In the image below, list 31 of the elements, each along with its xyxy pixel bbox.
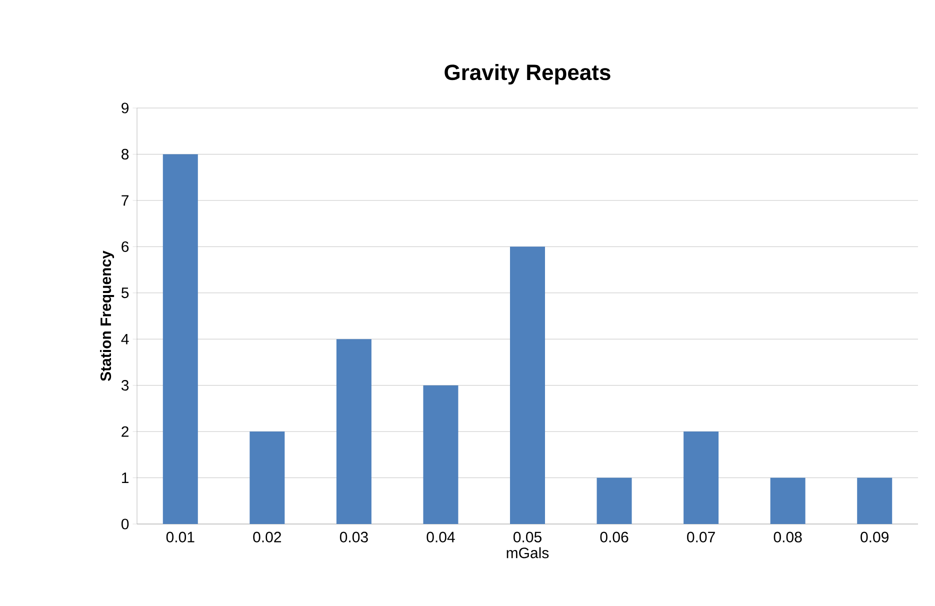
y-tick-label: 4 bbox=[121, 334, 129, 344]
y-tick-label: 6 bbox=[122, 241, 129, 252]
y-tick-label: 2 bbox=[122, 426, 128, 437]
chart-title: Gravity Repeats bbox=[444, 64, 610, 85]
y-axis-title: Station Frequency bbox=[100, 250, 114, 381]
x-tick-label: 0.01 bbox=[166, 532, 194, 542]
bar bbox=[684, 432, 719, 524]
bar bbox=[250, 432, 285, 524]
x-tick-label: 0.09 bbox=[860, 532, 888, 542]
y-tick-label: 0 bbox=[121, 518, 129, 530]
x-tick-label: 0.03 bbox=[340, 532, 368, 542]
x-tick-label: 0.07 bbox=[687, 532, 715, 542]
x-tick-label: 0.04 bbox=[426, 532, 455, 542]
y-tick-label: 9 bbox=[122, 102, 129, 114]
y-tick-label: 7 bbox=[122, 195, 128, 206]
bar bbox=[162, 154, 198, 524]
y-tick-label: 1 bbox=[122, 472, 128, 483]
x-tick-label: 0.06 bbox=[600, 532, 628, 542]
y-tick-label: 3 bbox=[121, 380, 129, 391]
bar bbox=[423, 385, 458, 524]
bar bbox=[336, 339, 372, 524]
x-tick-label: 0.08 bbox=[774, 532, 802, 542]
x-tick-label: 0.05 bbox=[513, 532, 542, 542]
bar bbox=[596, 478, 632, 524]
x-axis-title: mGals bbox=[506, 547, 549, 558]
bar bbox=[510, 246, 545, 524]
bar bbox=[857, 478, 892, 524]
bar bbox=[770, 478, 806, 524]
y-tick-label: 8 bbox=[122, 148, 129, 160]
y-tick-label: 5 bbox=[121, 288, 129, 298]
x-tick-label: 0.02 bbox=[253, 532, 282, 542]
